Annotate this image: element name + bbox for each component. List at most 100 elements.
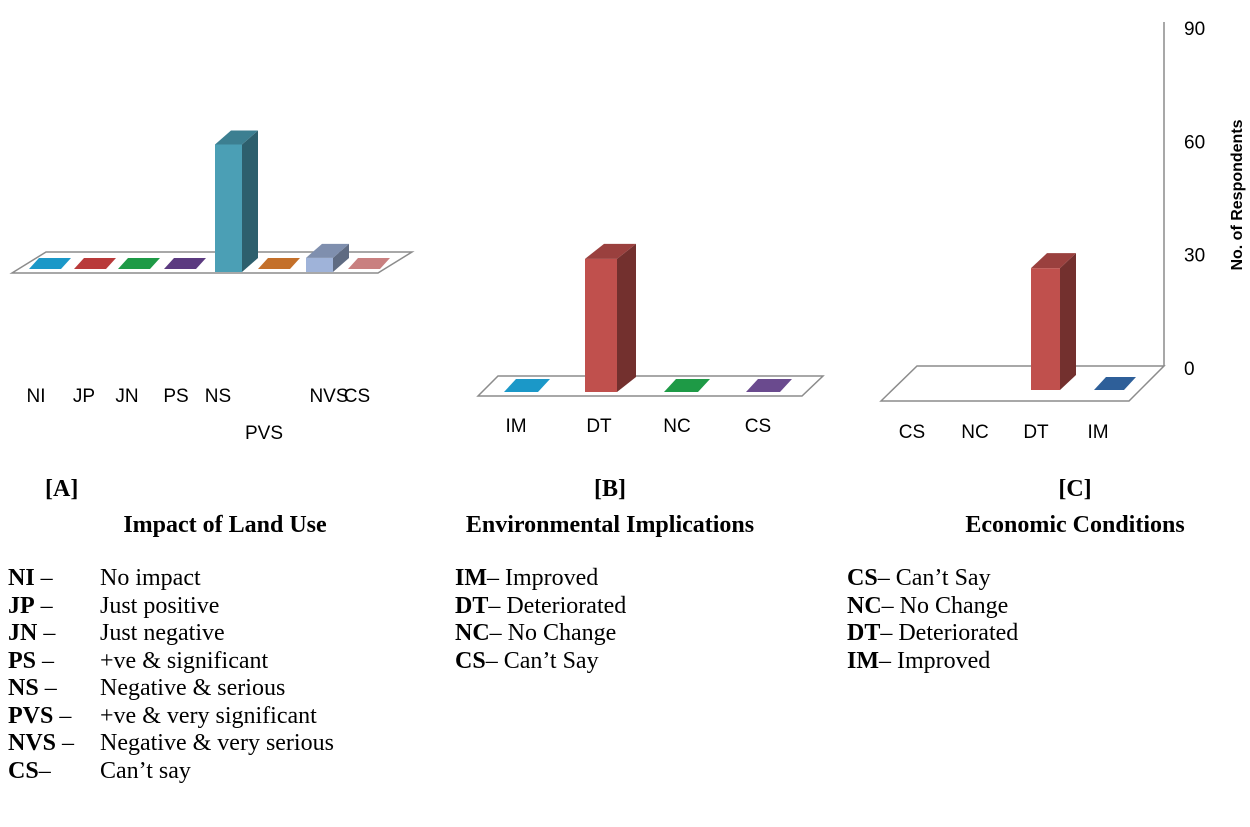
legend-a-abbr: JP: [8, 592, 35, 619]
y-tick-90: 90: [1184, 19, 1205, 40]
legend-a-item: JP – Just positive: [8, 593, 334, 621]
tick-b-im: IM: [505, 416, 526, 437]
legend-b-item: DT– Deteriorated: [455, 592, 627, 619]
legend-a-abbr: JN: [8, 620, 38, 646]
legend-a-dash: –: [56, 730, 75, 756]
bar-c-im: [1094, 377, 1136, 390]
legend-a-text: Just positive: [100, 592, 220, 619]
legend-a-text: Negative & serious: [100, 675, 286, 701]
legend-b-item: CS– Can’t Say: [455, 647, 599, 674]
tick-a-pvs: PVS: [245, 423, 283, 444]
y-tick-60: 60: [1184, 132, 1205, 153]
tick-a-ni: NI: [27, 386, 46, 407]
legend-b-abbr: DT: [455, 592, 489, 619]
bar-a-jn: [118, 258, 160, 269]
legend-a: NI – No impact JP – Just positive JN – Just…: [8, 565, 334, 785]
tick-b-nc: NC: [663, 416, 690, 437]
legend-a-text: +ve & significant: [100, 647, 269, 674]
legend-a-dash: –: [38, 757, 51, 784]
bar-b-nc: [664, 379, 710, 392]
y-tick-30: 30: [1184, 246, 1205, 267]
legend-a-dash: –: [36, 647, 55, 674]
legend-b-abbr: IM: [455, 565, 487, 591]
tick-a-jn: JN: [115, 386, 138, 407]
panel-a-title: Impact of Land Use: [123, 512, 327, 538]
panel-b-label: [B]: [594, 476, 626, 502]
bar-a-ns-side: [242, 130, 258, 272]
bar-a-ni: [29, 258, 71, 269]
legend-a-abbr: NVS: [8, 730, 57, 756]
bar-c-dt: [1031, 268, 1060, 390]
legend-c-abbr: IM: [847, 647, 879, 674]
y-tick-0: 0: [1184, 359, 1195, 380]
legend-a-text: +ve & very significant: [100, 702, 317, 729]
legend-b-text: Deteriorated: [506, 592, 627, 619]
tick-c-dt: DT: [1023, 422, 1049, 443]
legend-b-item: IM– Improved: [455, 565, 599, 591]
bar-a-cs: [348, 258, 390, 269]
legend-a-item: PVS – +ve & very significant: [8, 703, 334, 731]
legend-b-abbr: CS: [455, 647, 486, 674]
panel-b-title: Environmental Implications: [465, 512, 755, 538]
tick-b-dt: DT: [586, 416, 612, 437]
legend-c-item: DT– Deteriorated: [847, 620, 1019, 646]
tick-a-nvs: NVS: [309, 386, 348, 407]
legend-a-text: Can’t say: [100, 757, 191, 784]
tick-a-ns: NS: [205, 386, 231, 407]
legend-b-text: Improved: [505, 565, 599, 591]
bar-b-dt: [585, 258, 617, 392]
tick-b-cs: CS: [745, 416, 771, 437]
bar-a-ps: [164, 258, 206, 269]
legend-a-item: JN – Just negative: [8, 620, 334, 648]
bar-c-dt-top: [1031, 253, 1076, 269]
tick-a-ps: PS: [163, 386, 188, 407]
legend-c-abbr: NC: [847, 592, 882, 619]
legend-a-text: Negative & very serious: [100, 730, 334, 756]
bar-b-dt-side: [617, 243, 636, 392]
bar-a-nvs-top: [306, 243, 349, 258]
bar-c-dt-side: [1060, 253, 1076, 390]
legend-c-item: NC– No Change: [847, 592, 1009, 619]
legend-c-text: Can’t Say: [895, 565, 991, 591]
legend-a-abbr: PVS: [8, 702, 54, 729]
bar-b-cs: [746, 379, 792, 392]
legend-a-item: CS– Can’t say: [8, 758, 334, 786]
legend-c-abbr: CS: [847, 565, 878, 591]
legend-b-text: No Change: [507, 620, 617, 646]
bar-a-nvs: [306, 257, 333, 272]
panel-b-floor: [476, 375, 825, 397]
tick-c-im: IM: [1087, 422, 1108, 443]
legend-b-text: Can’t Say: [503, 647, 599, 674]
legend-b: IM– Improved DT– Deteriorated NC– No Cha…: [455, 565, 626, 675]
legend-c-text: Deteriorated: [898, 620, 1019, 646]
legend-c-abbr: DT: [847, 620, 881, 646]
bar-a-ns: [215, 144, 242, 272]
legend-c-text: Improved: [897, 647, 991, 674]
legend-b-abbr: NC: [455, 620, 490, 646]
legend-a-abbr: NI: [8, 565, 35, 591]
legend-c: CS– Can’t Say NC– No Change DT– Deterior…: [847, 565, 1018, 675]
legend-a-dash: –: [38, 675, 57, 701]
bar-a-ns-top: [215, 130, 258, 145]
legend-a-abbr: CS: [8, 757, 39, 784]
tick-c-cs: CS: [899, 422, 925, 443]
legend-a-dash: –: [34, 592, 53, 619]
legend-a-item: NVS – Negative & very serious: [8, 730, 334, 758]
tick-a-jp: JP: [73, 386, 95, 407]
bar-b-dt-top: [585, 243, 636, 259]
bar-a-jp: [74, 258, 116, 269]
legend-a-abbr: NS: [8, 675, 39, 701]
tick-c-nc: NC: [961, 422, 988, 443]
legend-a-dash: –: [34, 565, 53, 591]
y-axis-label: No. of Respondents: [1229, 119, 1246, 270]
tick-a-cs: CS: [344, 386, 370, 407]
legend-a-item: NI – No impact: [8, 565, 334, 593]
legend-c-item: IM– Improved: [847, 647, 991, 674]
legend-a-dash: –: [37, 620, 56, 646]
panel-c-title: Economic Conditions: [965, 512, 1185, 538]
legend-a-abbr: PS: [8, 647, 37, 674]
panel-c-label: [C]: [1058, 476, 1092, 502]
legend-a-dash: –: [53, 702, 72, 729]
bar-a-nvs-side: [333, 243, 349, 272]
